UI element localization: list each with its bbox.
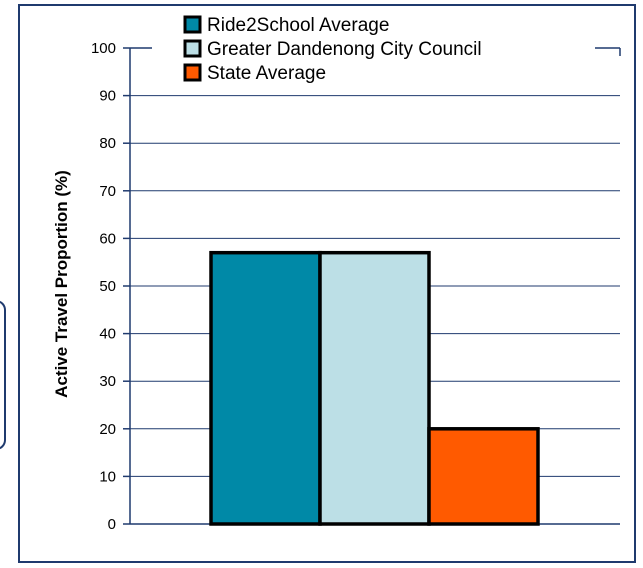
y-tick-label: 20: [99, 421, 116, 438]
bar-2: [318, 250, 431, 526]
y-tick-label: 30: [99, 373, 116, 390]
bars: [209, 250, 540, 526]
bar-3: [427, 427, 540, 526]
y-tick-label: 0: [108, 516, 116, 533]
y-tick-label: 40: [99, 326, 116, 343]
legend-label-1: Ride2School Average: [207, 15, 389, 36]
legend: Ride2School Average Greater Dandenong Cit…: [183, 15, 482, 84]
y-tick-label: 10: [99, 468, 116, 485]
y-tick-label: 90: [99, 88, 116, 105]
y-tick-label: 60: [99, 230, 116, 247]
y-tick-label: 70: [99, 183, 116, 200]
legend-swatch-1: [183, 15, 202, 34]
y-tick-label: 50: [99, 278, 116, 295]
legend-label-3: State Average: [207, 63, 326, 84]
y-tick-label: 80: [99, 135, 116, 152]
legend-swatch-2: [183, 39, 202, 58]
y-tick-label: 100: [91, 40, 116, 57]
legend-swatch-3: [183, 63, 202, 82]
legend-label-2: Greater Dandenong City Council: [207, 39, 482, 60]
bar-1: [209, 250, 322, 526]
y-axis-title: Active Travel Proportion (%): [52, 170, 71, 398]
